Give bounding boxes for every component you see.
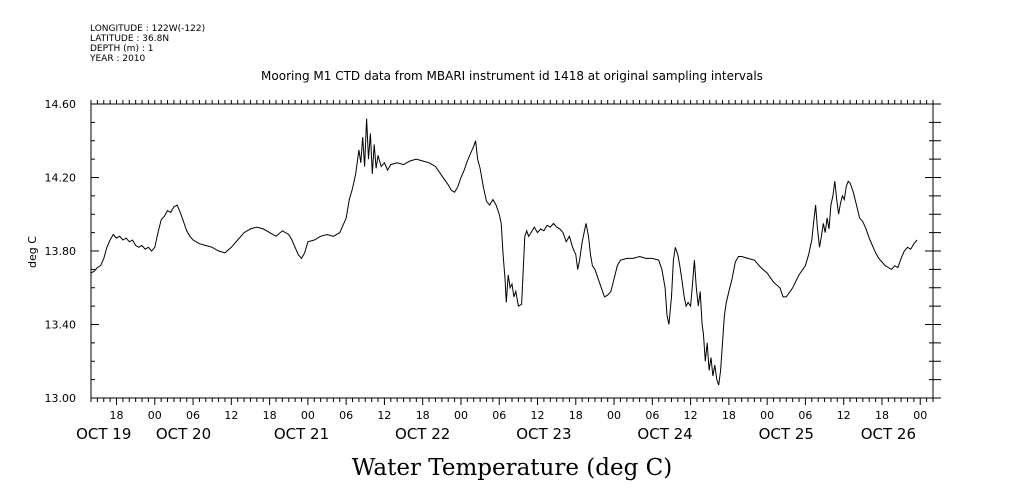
x-day-label: OCT 25 — [759, 425, 814, 443]
meta-latitude: LATITUDE : 36.8N — [90, 34, 169, 44]
x-day-label: OCT 24 — [637, 425, 692, 443]
x-tick-label: 06 — [645, 409, 659, 422]
x-day-label: OCT 19 — [76, 425, 131, 443]
x-day-label: OCT 23 — [516, 425, 571, 443]
meta-longitude: LONGITUDE : 122W(-122) — [90, 24, 205, 34]
x-day-label: OCT 21 — [274, 425, 329, 443]
meta-year: YEAR : 2010 — [89, 54, 146, 64]
x-tick-label: 00 — [760, 409, 774, 422]
x-tick-label: 00 — [454, 409, 468, 422]
x-tick-label: 00 — [913, 409, 927, 422]
y-axis: 13.00 13.40 13.80 14.20 14.60 — [45, 98, 941, 405]
x-tick-label: 06 — [186, 409, 200, 422]
plot-frame — [90, 103, 934, 399]
chart-title: Mooring M1 CTD data from MBARI instrumen… — [261, 69, 763, 83]
x-tick-label: 00 — [148, 409, 162, 422]
x-tick-label: 12 — [837, 409, 851, 422]
x-day-label: OCT 26 — [861, 425, 916, 443]
x-tick-label: 18 — [416, 409, 430, 422]
x-tick-label: 18 — [110, 409, 124, 422]
y-tick-label: 14.20 — [45, 172, 77, 185]
x-axis-label: Water Temperature (deg C) — [352, 455, 672, 481]
x-tick-label: 00 — [301, 409, 315, 422]
x-day-label: OCT 22 — [395, 425, 450, 443]
y-tick-label: 13.00 — [45, 392, 77, 405]
x-tick-label: 18 — [263, 409, 277, 422]
y-axis-label: deg C — [26, 236, 39, 268]
y-tick-label: 13.40 — [45, 319, 77, 332]
x-tick-label: 12 — [531, 409, 545, 422]
x-tick-label: 06 — [492, 409, 506, 422]
x-tick-label: 18 — [875, 409, 889, 422]
x-axis: 18 00 06 12 18 00 06 12 18 00 06 12 18 00 06 12 18 00 06 12… — [76, 100, 934, 443]
x-tick-label: 12 — [224, 409, 238, 422]
temperature-series-line — [90, 118, 918, 386]
meta-depth: DEPTH (m) : 1 — [90, 44, 153, 54]
series-layer — [90, 118, 918, 386]
x-day-label: OCT 20 — [156, 425, 211, 443]
y-tick-label: 13.80 — [45, 245, 77, 258]
x-tick-label: 06 — [339, 409, 353, 422]
x-tick-label: 06 — [798, 409, 812, 422]
plot-border — [90, 103, 934, 399]
x-tick-label: 18 — [722, 409, 736, 422]
x-tick-label: 00 — [607, 409, 621, 422]
x-tick-label: 12 — [377, 409, 391, 422]
x-tick-label: 18 — [569, 409, 583, 422]
metadata-block: LONGITUDE : 122W(-122) LATITUDE : 36.8N … — [89, 24, 205, 64]
y-tick-label: 14.60 — [45, 98, 77, 111]
x-tick-label: 12 — [684, 409, 698, 422]
